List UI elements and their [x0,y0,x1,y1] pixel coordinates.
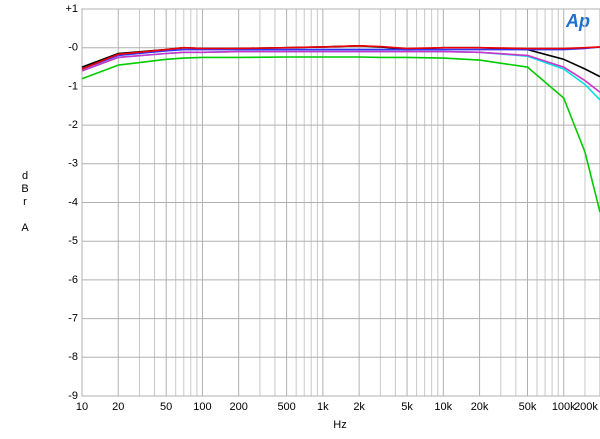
y-tick-label: -3 [68,158,78,170]
y-tick-label: -7 [68,313,78,325]
y-tick-label: -2 [68,119,78,131]
x-tick-label: 10 [76,401,88,413]
x-tick-label: 500 [277,401,295,413]
y-axis-label: B [21,183,28,195]
x-tick-label: 100 [193,401,211,413]
y-tick-label: -5 [68,235,78,247]
data-line [81,44,600,70]
x-tick-label: 2k [353,401,365,413]
logo: Ap [565,11,590,31]
x-tick-label: 50 [160,401,172,413]
x-tick-label: 10k [434,401,452,413]
y-axis-label: r [23,196,27,208]
x-tick-label: 100k [552,401,576,413]
x-tick-label: 20k [471,401,489,413]
data-line [81,46,600,70]
y-tick-label: -4 [68,196,78,208]
x-tick-label: 20 [112,401,124,413]
y-tick-label: -6 [68,274,78,286]
x-tick-label: 5k [401,401,413,413]
x-axis-label: Hz [333,419,346,431]
data-line [81,56,600,213]
x-tick-label: 50k [519,401,537,413]
y-tick-label: -8 [68,351,78,363]
y-tick-label: -9 [68,390,78,402]
y-tick-label: +1 [65,3,78,15]
x-tick-label: 200 [230,401,248,413]
y-axis-label: A [21,222,29,234]
y-tick-label: -1 [68,80,78,92]
y-axis-label: d [22,170,28,182]
data-line [81,50,600,101]
data-line [81,50,600,93]
x-tick-label: 200k [574,401,598,413]
x-tick-label: 1k [317,401,329,413]
y-tick-label: -0 [68,42,78,54]
